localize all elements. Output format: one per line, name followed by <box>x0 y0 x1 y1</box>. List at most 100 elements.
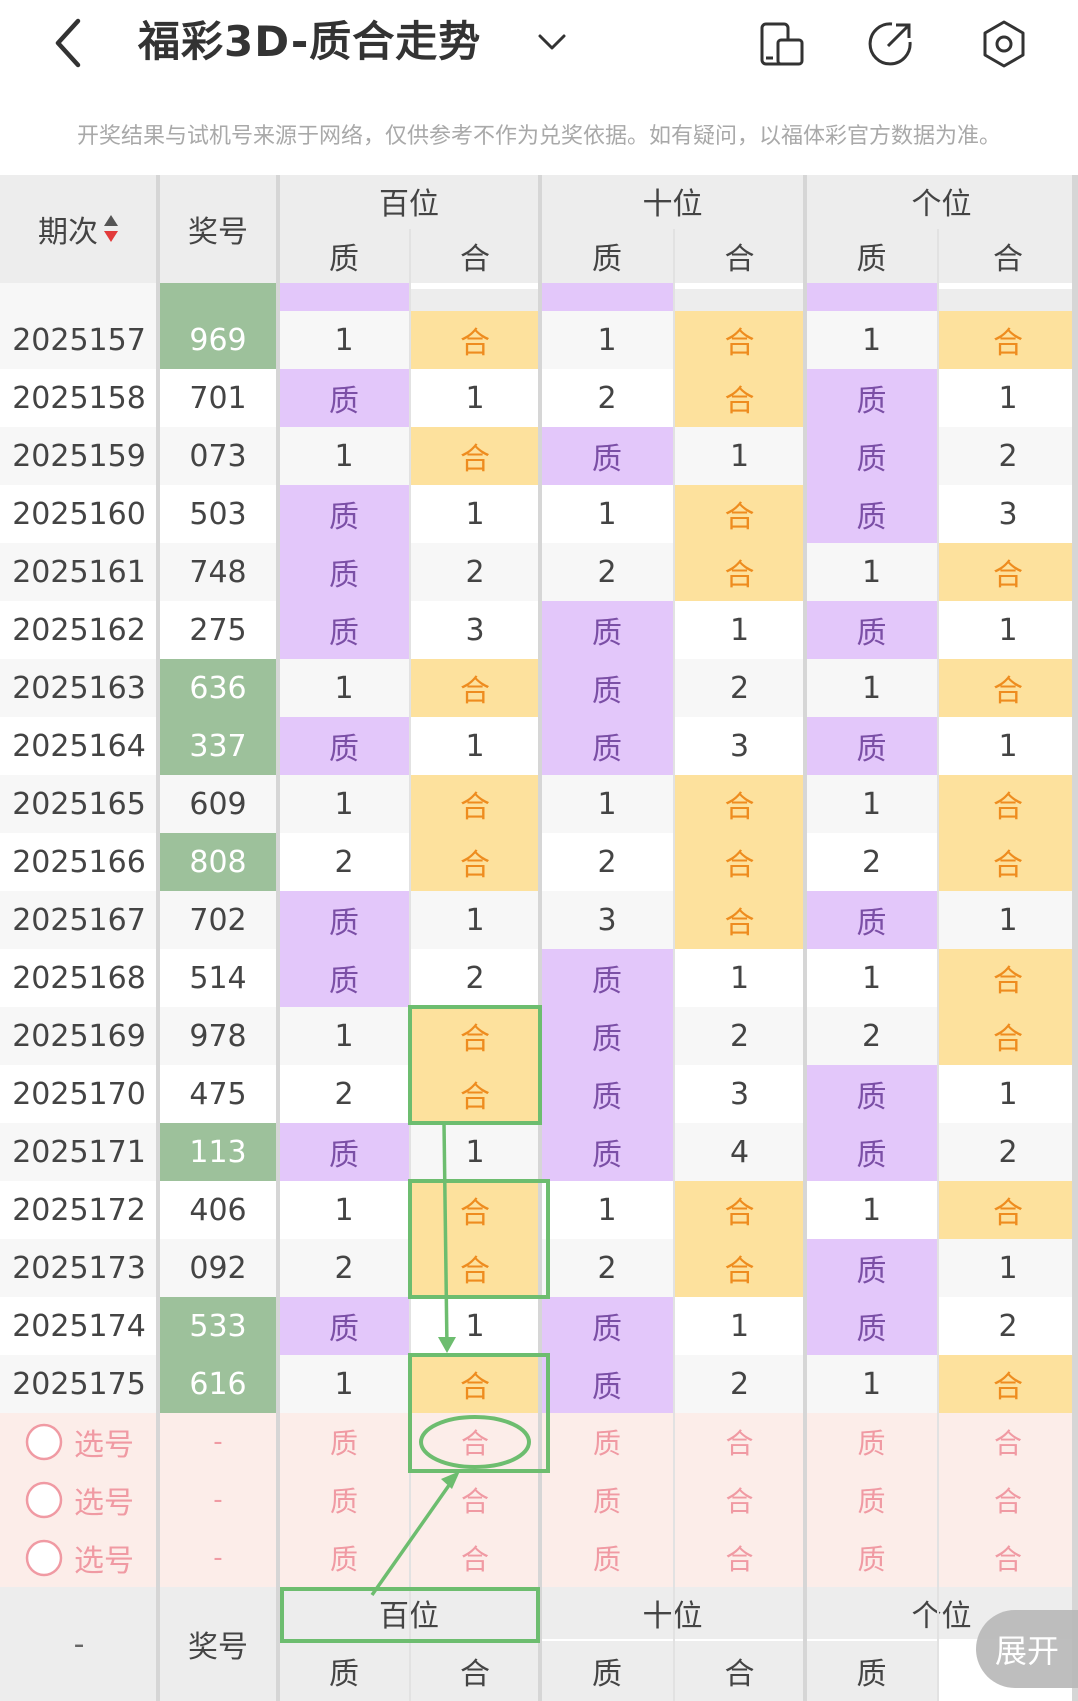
select-row-label[interactable]: 选号 <box>0 1413 158 1471</box>
footer-number: 奖号 <box>158 1587 278 1701</box>
trend-cell: 1 <box>805 775 938 833</box>
trend-cell: 质 <box>278 1297 410 1355</box>
issue-cell: 2025160 <box>0 485 158 543</box>
col-header-issue[interactable]: 期次 <box>0 175 158 283</box>
issue-cell: 2025172 <box>0 1181 158 1239</box>
trend-cell: 质 <box>805 717 938 775</box>
select-option[interactable]: 质 <box>278 1471 410 1529</box>
top-bar: 福彩3D-质合走势 <box>0 0 1078 90</box>
sub-header: 合 <box>674 229 805 283</box>
select-label: 选号 <box>74 1544 134 1579</box>
trend-cell: 质 <box>805 891 938 949</box>
settings-hexagon-icon[interactable] <box>978 18 1030 70</box>
trend-cell: 1 <box>540 485 674 543</box>
trend-cell: 1 <box>805 1355 938 1413</box>
select-option[interactable]: 合 <box>938 1529 1078 1587</box>
trend-cell: 合 <box>410 1181 540 1239</box>
trend-cell: 1 <box>278 659 410 717</box>
number-cell: 701 <box>158 369 278 427</box>
trend-cell: 质 <box>278 1123 410 1181</box>
select-option[interactable]: 质 <box>540 1471 674 1529</box>
page-title[interactable]: 福彩3D-质合走势 <box>138 17 482 66</box>
trend-cell: 2 <box>674 1355 805 1413</box>
trend-cell: 合 <box>938 833 1078 891</box>
select-option[interactable]: 合 <box>938 1413 1078 1471</box>
select-option[interactable]: 合 <box>674 1471 805 1529</box>
trend-cell: 合 <box>674 485 805 543</box>
number-cell: 503 <box>158 485 278 543</box>
select-number: - <box>158 1413 278 1471</box>
trend-cell: 1 <box>805 311 938 369</box>
column-divider <box>937 229 939 1701</box>
trend-cell: 质 <box>540 1007 674 1065</box>
issue-cell: 2025163 <box>0 659 158 717</box>
trend-cell: 1 <box>674 427 805 485</box>
trend-cell: 1 <box>540 1181 674 1239</box>
radio-circle-icon[interactable] <box>24 1480 64 1520</box>
trend-cell: 1 <box>278 1181 410 1239</box>
share-icon[interactable] <box>864 18 916 70</box>
select-option[interactable]: 合 <box>410 1529 540 1587</box>
trend-cell: 质 <box>540 717 674 775</box>
sub-header: 质 <box>278 229 410 283</box>
select-option[interactable]: 合 <box>674 1413 805 1471</box>
right-border <box>1072 175 1078 1701</box>
column-divider <box>409 229 411 1701</box>
radio-circle-icon[interactable] <box>24 1538 64 1578</box>
select-option[interactable]: 质 <box>278 1529 410 1587</box>
select-option[interactable]: 质 <box>805 1413 938 1471</box>
select-label: 选号 <box>74 1428 134 1463</box>
trend-cell: 1 <box>938 1065 1078 1123</box>
trend-cell: 质 <box>540 427 674 485</box>
sort-arrows-icon[interactable] <box>102 213 120 245</box>
issue-cell: 2025169 <box>0 1007 158 1065</box>
back-arrow-icon[interactable] <box>48 15 92 71</box>
trend-cell: 2 <box>540 369 674 427</box>
trend-cell: 质 <box>805 1065 938 1123</box>
expand-button[interactable]: 展开 <box>976 1610 1078 1688</box>
number-cell: 748 <box>158 543 278 601</box>
trend-cell: 质 <box>540 659 674 717</box>
trend-cell: 1 <box>938 1239 1078 1297</box>
select-option[interactable]: 质 <box>805 1471 938 1529</box>
trend-cell: 2 <box>410 543 540 601</box>
trend-cell: 4 <box>674 1123 805 1181</box>
issue-cell: 2025171 <box>0 1123 158 1181</box>
select-row-label[interactable]: 选号 <box>0 1471 158 1529</box>
column-divider <box>156 175 160 1701</box>
trend-cell: 质 <box>805 427 938 485</box>
select-option[interactable]: 质 <box>540 1413 674 1471</box>
trend-cell: 2 <box>278 1065 410 1123</box>
device-icon[interactable] <box>756 18 808 70</box>
trend-cell: 1 <box>278 1355 410 1413</box>
trend-cell: 合 <box>674 369 805 427</box>
trend-cell: 质 <box>805 369 938 427</box>
annotation-box <box>408 1179 550 1299</box>
select-option[interactable]: 质 <box>278 1413 410 1471</box>
select-row-label[interactable]: 选号 <box>0 1529 158 1587</box>
number-cell: 636 <box>158 659 278 717</box>
select-option[interactable]: 合 <box>674 1529 805 1587</box>
disclaimer-notice: 开奖结果与试机号来源于网络，仅供参考不作为兑奖依据。如有疑问，以福体彩官方数据为… <box>76 124 1001 149</box>
issue-cell: 2025166 <box>0 833 158 891</box>
trend-cell: 合 <box>410 1065 540 1123</box>
chevron-down-icon[interactable] <box>536 28 568 56</box>
trend-cell: 合 <box>938 1181 1078 1239</box>
select-option[interactable]: 合 <box>410 1471 540 1529</box>
footer-sub-header: 合 <box>674 1641 805 1701</box>
trend-cell: 1 <box>938 891 1078 949</box>
select-number: - <box>158 1471 278 1529</box>
trend-cell: 质 <box>805 485 938 543</box>
trend-cell: 1 <box>278 427 410 485</box>
trend-cell: 1 <box>278 775 410 833</box>
group-header: 个位 <box>805 175 1078 227</box>
radio-circle-icon[interactable] <box>24 1422 64 1462</box>
trend-cell: 1 <box>278 1007 410 1065</box>
trend-cell: 1 <box>938 601 1078 659</box>
trend-cell: 质 <box>805 1123 938 1181</box>
trend-cell: 2 <box>674 1007 805 1065</box>
select-option[interactable]: 质 <box>805 1529 938 1587</box>
trend-cell: 合 <box>410 1355 540 1413</box>
select-option[interactable]: 质 <box>540 1529 674 1587</box>
select-option[interactable]: 合 <box>938 1471 1078 1529</box>
